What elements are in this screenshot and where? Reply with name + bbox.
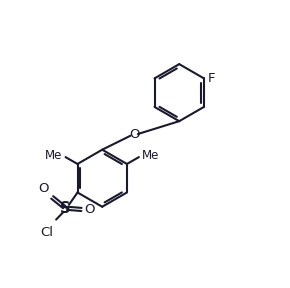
- Text: O: O: [39, 182, 49, 195]
- Text: O: O: [129, 128, 139, 141]
- Text: O: O: [85, 203, 95, 216]
- Text: S: S: [60, 201, 71, 216]
- Text: Cl: Cl: [41, 226, 54, 239]
- Text: F: F: [208, 72, 216, 85]
- Text: Me: Me: [45, 149, 63, 162]
- Text: Me: Me: [142, 149, 159, 162]
